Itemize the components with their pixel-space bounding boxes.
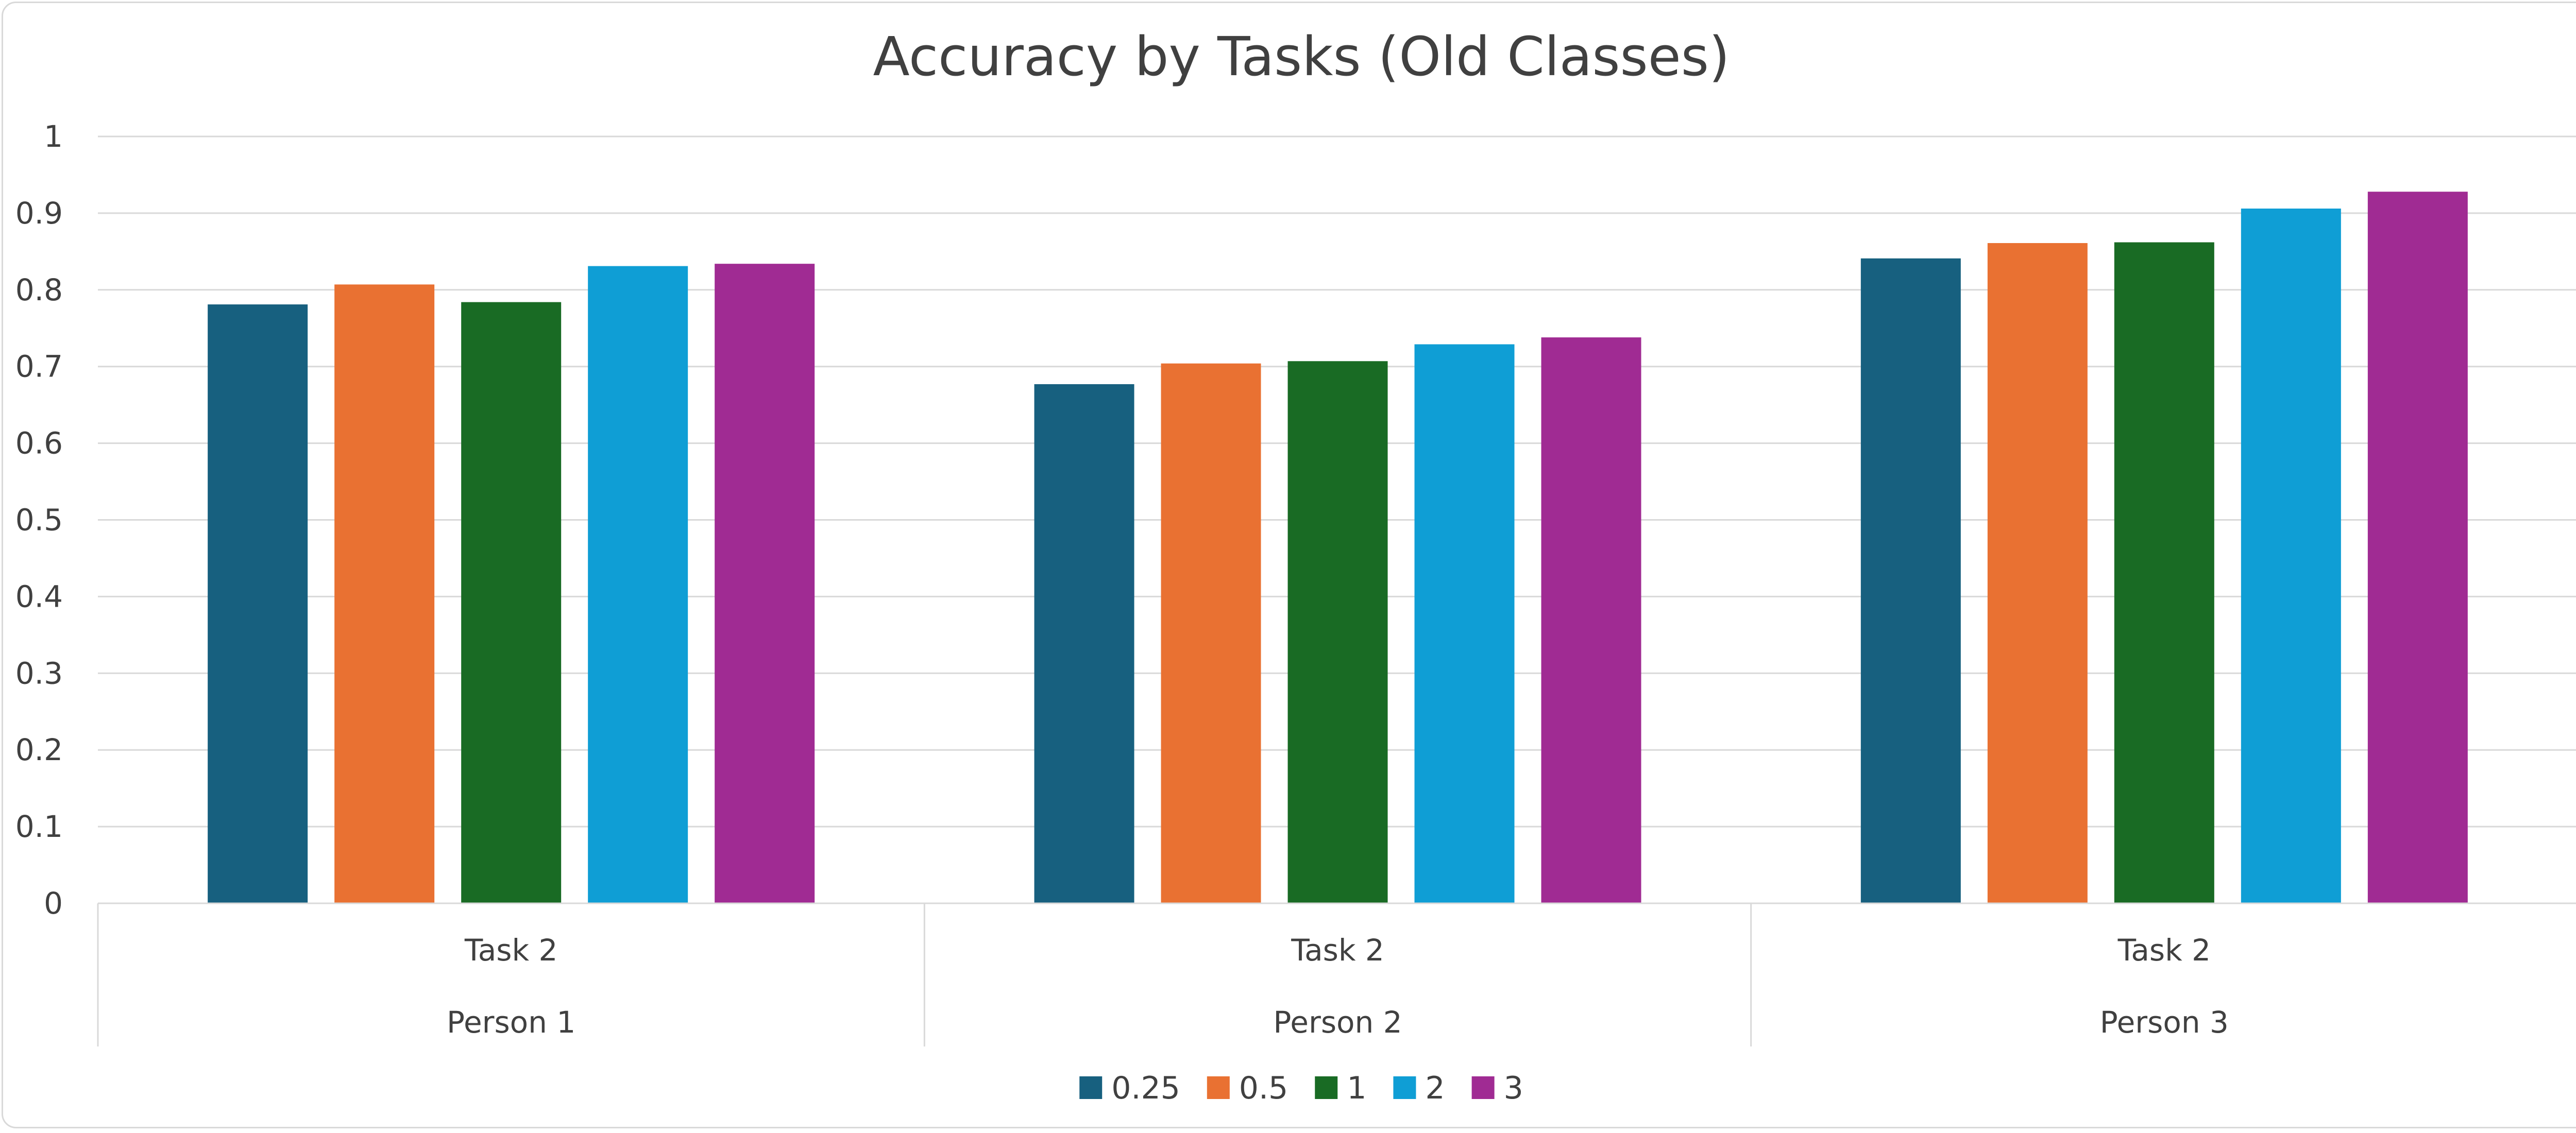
bar-person-1-series-0_5 bbox=[334, 284, 435, 904]
y-tick-label: 0.1 bbox=[15, 809, 63, 844]
legend-label: 0.25 bbox=[1111, 1070, 1180, 1106]
y-tick-label: 0.9 bbox=[15, 196, 63, 231]
y-tick-label: 1 bbox=[44, 119, 63, 154]
bar-person-2-series-0_5 bbox=[1161, 363, 1261, 903]
bar-person-1-series-1 bbox=[461, 302, 562, 903]
legend-item-2[interactable]: 2 bbox=[1393, 1070, 1445, 1106]
legend-swatch bbox=[1471, 1076, 1495, 1099]
legend-label: 2 bbox=[1425, 1070, 1445, 1106]
bar-person-2-series-3 bbox=[1541, 337, 1641, 904]
legend-item-0_25[interactable]: 0.25 bbox=[1079, 1070, 1180, 1106]
x-tick-label-group: Person 2 bbox=[1273, 1005, 1402, 1040]
bars bbox=[208, 192, 2468, 904]
legend-item-1[interactable]: 1 bbox=[1315, 1070, 1366, 1106]
y-tick-label: 0.6 bbox=[15, 426, 63, 461]
legend-label: 3 bbox=[1504, 1070, 1523, 1106]
y-axis-tick-labels: 0 0.1 0.2 0.3 0.4 0.5 0.6 0.7 0.8 0.9 1 bbox=[15, 119, 63, 921]
bar-person-3-series-0_5 bbox=[1987, 243, 2088, 904]
y-tick-label: 0.2 bbox=[15, 732, 63, 767]
legend[interactable]: 0.25 0.5 1 2 3 bbox=[1079, 1070, 1523, 1106]
bar-person-3-series-1 bbox=[2114, 242, 2214, 904]
bar-person-3-series-2 bbox=[2241, 208, 2341, 903]
y-tick-label: 0.7 bbox=[15, 349, 63, 384]
legend-label: 0.5 bbox=[1239, 1070, 1288, 1106]
legend-swatch bbox=[1079, 1076, 1103, 1099]
y-tick-label: 0.4 bbox=[15, 579, 63, 614]
legend-swatch bbox=[1393, 1076, 1416, 1099]
bar-person-2-series-0_25 bbox=[1034, 384, 1134, 903]
legend-label: 1 bbox=[1347, 1070, 1366, 1106]
x-tick-label-task: Task 2 bbox=[2117, 933, 2211, 968]
legend-swatch bbox=[1315, 1076, 1338, 1099]
y-tick-label: 0.5 bbox=[15, 503, 63, 538]
legend-item-0_5[interactable]: 0.5 bbox=[1207, 1070, 1288, 1106]
x-tick-label-task: Task 2 bbox=[464, 933, 558, 968]
bar-person-2-series-1 bbox=[1287, 361, 1388, 903]
y-tick-label: 0.3 bbox=[15, 656, 63, 691]
bar-person-2-series-2 bbox=[1414, 344, 1515, 903]
y-tick-label: 0 bbox=[44, 886, 63, 921]
bar-person-1-series-2 bbox=[588, 266, 688, 903]
bar-person-3-series-3 bbox=[2367, 192, 2468, 903]
x-axis: Task 2 Person 1 Task 2 Person 2 Task 2 Person… bbox=[97, 902, 2576, 1046]
legend-item-3[interactable]: 3 bbox=[1471, 1070, 1523, 1106]
x-tick-label-task: Task 2 bbox=[1291, 933, 1384, 968]
bar-person-1-series-3 bbox=[715, 264, 815, 903]
x-tick-label-group: Person 1 bbox=[447, 1005, 575, 1040]
y-tick-label: 0.8 bbox=[15, 272, 63, 307]
bar-person-1-series-0_25 bbox=[208, 304, 308, 903]
chart-title: Accuracy by Tasks (Old Classes) bbox=[873, 25, 1730, 88]
bar-person-3-series-0_25 bbox=[1860, 258, 1961, 904]
x-tick-label-group: Person 3 bbox=[2100, 1005, 2229, 1040]
legend-swatch bbox=[1207, 1076, 1230, 1099]
